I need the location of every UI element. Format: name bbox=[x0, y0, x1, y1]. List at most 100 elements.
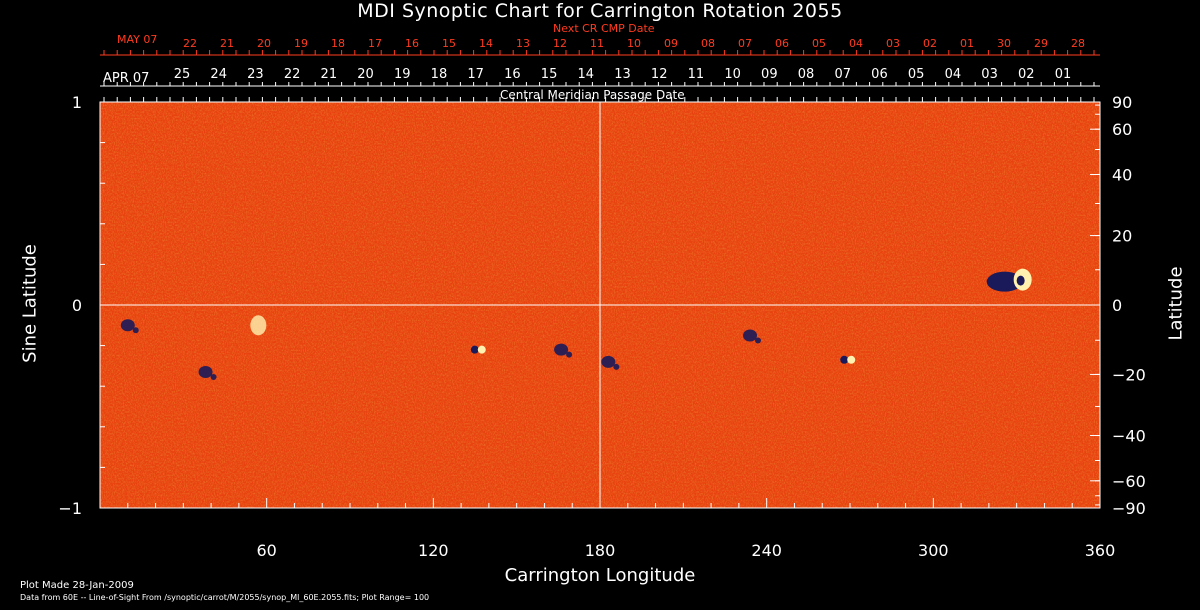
y-right-tick-label: 90 bbox=[1112, 93, 1132, 112]
next-cr-date-label: 01 bbox=[960, 37, 974, 50]
cmp-date-label: 11 bbox=[688, 67, 705, 82]
y-left-tick-label: −1 bbox=[58, 499, 82, 518]
y-right-tick-label: −20 bbox=[1112, 365, 1146, 384]
magnetic-feature bbox=[840, 355, 856, 364]
magnetic-feature bbox=[198, 365, 217, 380]
next-cr-date-label: 03 bbox=[886, 37, 900, 50]
feature-negative-patch bbox=[743, 329, 757, 342]
data-source-note: Data from 60E -- Line-of-Sight From /syn… bbox=[20, 593, 430, 602]
next-cr-date-label: 16 bbox=[405, 37, 419, 50]
cmp-date-label: 05 bbox=[908, 67, 925, 82]
y-axis-right-title: Latitude bbox=[1165, 266, 1187, 341]
next-cr-date-label: 08 bbox=[701, 37, 715, 50]
cmp-date-label: 03 bbox=[981, 67, 998, 82]
x-tick-label: 120 bbox=[418, 541, 449, 560]
cmp-date-label: 24 bbox=[210, 67, 227, 82]
next-cr-date-label: 10 bbox=[627, 37, 641, 50]
feature-negative-speck bbox=[613, 363, 620, 370]
next-cr-date-label: 20 bbox=[257, 37, 271, 50]
cmp-date-label: 15 bbox=[541, 67, 558, 82]
cmp-date-label: 02 bbox=[1018, 67, 1035, 82]
chart-title: MDI Synoptic Chart for Carrington Rotati… bbox=[357, 0, 843, 22]
feature-negative-speck bbox=[132, 327, 139, 334]
cmp-date-label: 01 bbox=[1055, 67, 1072, 82]
next-cr-date-label: 17 bbox=[368, 37, 382, 50]
next-cr-date-label: 18 bbox=[331, 37, 345, 50]
cmp-date-label: 18 bbox=[431, 67, 448, 82]
next-cr-cmp-date-label: Next CR CMP Date bbox=[553, 22, 655, 35]
next-cr-date-label: 28 bbox=[1071, 37, 1085, 50]
next-cr-date-label: 19 bbox=[294, 37, 308, 50]
next-cr-date-label: 02 bbox=[923, 37, 937, 50]
cmp-date-label: 22 bbox=[284, 67, 301, 82]
cmp-date-label: 19 bbox=[394, 67, 411, 82]
feature-negative-patch bbox=[554, 343, 569, 356]
cmp-date-label: 07 bbox=[834, 67, 851, 82]
feature-positive-patch bbox=[250, 315, 267, 336]
magnetic-feature bbox=[986, 268, 1032, 292]
magnetic-feature bbox=[554, 343, 573, 358]
next-cr-date-label: 15 bbox=[442, 37, 456, 50]
feature-negative-patch bbox=[198, 365, 213, 378]
feature-negative-speck bbox=[566, 351, 573, 358]
magnetic-feature bbox=[743, 329, 761, 344]
cmp-date-label: 16 bbox=[504, 67, 521, 82]
cmp-month-label: APR 07 bbox=[103, 71, 150, 86]
y-right-tick-label: −40 bbox=[1112, 426, 1146, 445]
cmp-date-label: 23 bbox=[247, 67, 264, 82]
cmp-date-label: 17 bbox=[467, 67, 484, 82]
x-tick-label: 360 bbox=[1085, 541, 1116, 560]
feature-negative-speck bbox=[755, 337, 761, 344]
y-right-tick-label: −90 bbox=[1112, 499, 1146, 518]
next-cr-date-label: 30 bbox=[997, 37, 1011, 50]
y-right-tick-label: 20 bbox=[1112, 227, 1132, 246]
next-cr-date-label: 13 bbox=[516, 37, 530, 50]
x-tick-label: 240 bbox=[751, 541, 782, 560]
central-meridian-passage-date-label: Central Meridian Passage Date bbox=[500, 88, 685, 102]
feature-negative-patch bbox=[986, 271, 1023, 292]
plot-made-note: Plot Made 28-Jan-2009 bbox=[20, 580, 134, 591]
cmp-date-label: 13 bbox=[614, 67, 631, 82]
feature-negative-core bbox=[1016, 275, 1025, 286]
feature-negative-speck bbox=[210, 373, 217, 380]
y-right-tick-label: 0 bbox=[1112, 296, 1122, 315]
feature-positive-patch bbox=[847, 355, 856, 364]
cmp-date-label: 20 bbox=[357, 67, 374, 82]
cmp-date-label: 04 bbox=[945, 67, 962, 82]
next-cr-date-label: 09 bbox=[664, 37, 678, 50]
cmp-date-label: 25 bbox=[174, 67, 191, 82]
y-right-tick-label: 40 bbox=[1112, 166, 1132, 185]
next-cr-date-label: 29 bbox=[1034, 37, 1048, 50]
next-cr-date-label: 07 bbox=[738, 37, 752, 50]
feature-negative-patch bbox=[470, 345, 479, 354]
cmp-date-label: 10 bbox=[724, 67, 741, 82]
cmp-date-label: 09 bbox=[761, 67, 778, 82]
x-tick-label: 300 bbox=[918, 541, 949, 560]
cmp-date-label: 08 bbox=[798, 67, 815, 82]
next-cr-date-label: 14 bbox=[479, 37, 493, 50]
next-cr-date-label: 12 bbox=[553, 37, 567, 50]
y-right-tick-label: 60 bbox=[1112, 120, 1132, 139]
cmp-date-label: 06 bbox=[871, 67, 888, 82]
next-cr-date-label: 05 bbox=[812, 37, 826, 50]
magnetic-feature bbox=[601, 355, 620, 370]
feature-negative-patch bbox=[840, 355, 849, 364]
magnetic-feature bbox=[250, 315, 267, 336]
x-tick-label: 60 bbox=[256, 541, 276, 560]
magnetic-feature bbox=[470, 345, 486, 354]
next-cr-month-label: MAY 07 bbox=[117, 33, 158, 46]
y-left-tick-label: 0 bbox=[72, 296, 82, 315]
next-cr-date-label: 21 bbox=[220, 37, 234, 50]
next-cr-date-label: 04 bbox=[849, 37, 863, 50]
next-cr-date-label: 06 bbox=[775, 37, 789, 50]
cmp-date-label: 21 bbox=[321, 67, 338, 82]
x-axis-title: Carrington Longitude bbox=[504, 565, 696, 586]
y-right-tick-label: −60 bbox=[1112, 472, 1146, 491]
magnetic-feature bbox=[120, 319, 139, 334]
y-axis-left-title: Sine Latitude bbox=[19, 244, 41, 363]
cmp-date-label: 12 bbox=[651, 67, 668, 82]
cmp-date-label: 14 bbox=[578, 67, 595, 82]
next-cr-date-label: 22 bbox=[183, 37, 197, 50]
feature-negative-patch bbox=[601, 355, 616, 368]
